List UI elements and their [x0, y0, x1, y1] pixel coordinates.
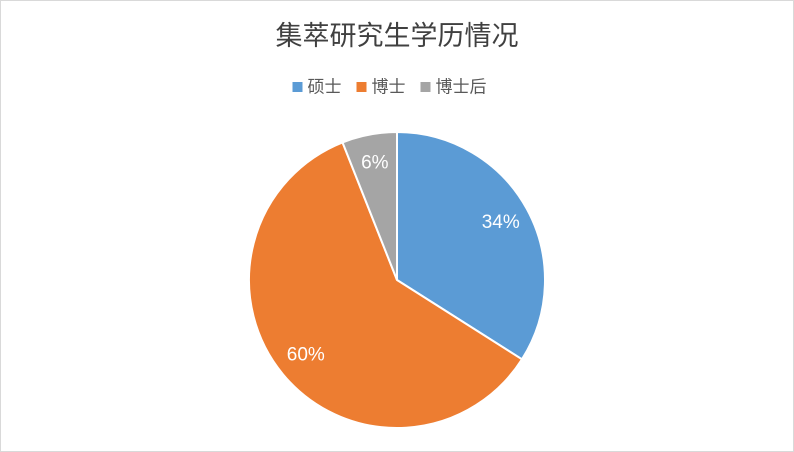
legend-label: 博士后 [436, 77, 487, 96]
legend-swatch [356, 82, 367, 92]
data-label: 6% [361, 153, 389, 174]
pie-slice [248, 141, 524, 429]
legend-label: 硕士 [308, 77, 342, 96]
legend-swatch [420, 82, 431, 92]
chart-title: 集萃研究生学历情况 [276, 21, 519, 51]
legend-label: 博士 [372, 77, 406, 96]
pie: 34% 60% 6% [248, 130, 546, 429]
legend: 硕士 博士 博士后 [292, 77, 487, 96]
data-label: 60% [287, 344, 325, 365]
pie-slice [341, 130, 398, 281]
data-label: 34% [482, 212, 520, 233]
legend-swatch [292, 82, 303, 92]
